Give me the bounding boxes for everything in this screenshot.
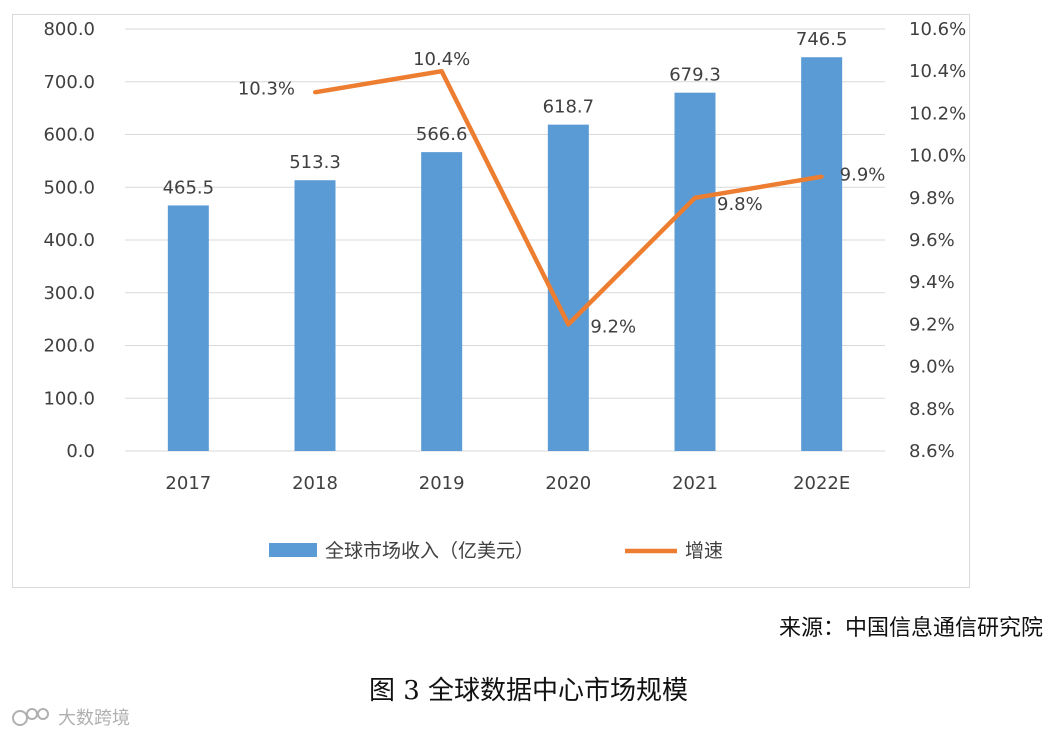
- y-right-tick-label: 10.4%: [909, 61, 966, 82]
- line-point: [439, 69, 444, 74]
- bar: [801, 57, 843, 451]
- y-right-tick-label: 9.0%: [909, 357, 955, 378]
- x-tick-label: 2017: [165, 473, 211, 494]
- legend-label-bar: 全球市场收入（亿美元）: [325, 540, 534, 562]
- line-data-label: 9.9%: [840, 165, 886, 186]
- y-left-tick-label: 200.0: [43, 336, 95, 357]
- y-right-tick-label: 9.4%: [909, 272, 955, 293]
- y-right-tick-label: 8.6%: [909, 441, 955, 462]
- bar: [167, 205, 209, 451]
- y-right-tick-label: 10.6%: [909, 19, 966, 40]
- y-left-tick-label: 700.0: [43, 72, 95, 93]
- bar: [294, 180, 336, 451]
- legend-swatch-bar: [269, 543, 317, 557]
- chart-frame: 465.5 513.3 566.6 618.7 679.3 746.5 10.3% 10.4%…: [12, 14, 970, 588]
- line-point: [566, 322, 571, 327]
- x-tick-label: 2018: [292, 473, 338, 494]
- y-right-tick-label: 9.8%: [909, 188, 955, 209]
- y-right-tick-label: 10.2%: [909, 103, 966, 124]
- y-left-tick-label: 100.0: [43, 388, 95, 409]
- brand-watermark: 大数跨境: [10, 704, 130, 730]
- bar-data-label: 465.5: [163, 177, 215, 198]
- bar: [674, 92, 716, 451]
- y-left-tick-label: 500.0: [43, 177, 95, 198]
- bar-data-label: 679.3: [669, 65, 721, 86]
- bar-data-label: 746.5: [796, 29, 848, 50]
- legend-label-line: 增速: [685, 540, 723, 562]
- y-left-tick-label: 800.0: [43, 19, 95, 40]
- y-left-tick-label: 400.0: [43, 230, 95, 251]
- x-tick-label: 2019: [419, 473, 465, 494]
- line-data-label: 10.3%: [238, 78, 295, 99]
- brand-logo-icon: [12, 708, 49, 726]
- line-point: [693, 195, 697, 200]
- bar: [421, 152, 463, 451]
- y-right-tick-label: 9.2%: [909, 314, 955, 335]
- brand-name: 大数跨境: [58, 708, 130, 729]
- bar-data-label: 513.3: [289, 152, 341, 173]
- line-data-label: 10.4%: [413, 49, 470, 70]
- line-point: [819, 174, 824, 179]
- x-tick-label: 2020: [545, 473, 591, 494]
- bar-data-label: 566.6: [416, 124, 468, 145]
- line-point: [313, 90, 317, 95]
- line-data-label: 9.2%: [590, 316, 636, 337]
- y-left-tick-label: 0.0: [66, 441, 95, 462]
- y-right-tick-label: 10.0%: [909, 146, 966, 167]
- x-tick-label: 2022E: [793, 473, 850, 494]
- line-data-label: 9.8%: [717, 194, 763, 215]
- figure-caption: 图 3 全球数据中心市场规模: [368, 676, 689, 706]
- y-left-tick-label: 300.0: [43, 283, 95, 304]
- x-tick-label: 2021: [672, 473, 718, 494]
- bar: [547, 124, 589, 452]
- y-right-tick-label: 8.8%: [909, 399, 955, 420]
- bar-data-label: 618.7: [543, 97, 595, 118]
- chart-svg: 465.5 513.3 566.6 618.7 679.3 746.5 10.3% 10.4%…: [43, 19, 966, 562]
- y-left-tick-label: 600.0: [43, 125, 95, 146]
- y-right-tick-label: 9.6%: [909, 230, 955, 251]
- source-note: 来源：中国信息通信研究院: [778, 616, 1043, 641]
